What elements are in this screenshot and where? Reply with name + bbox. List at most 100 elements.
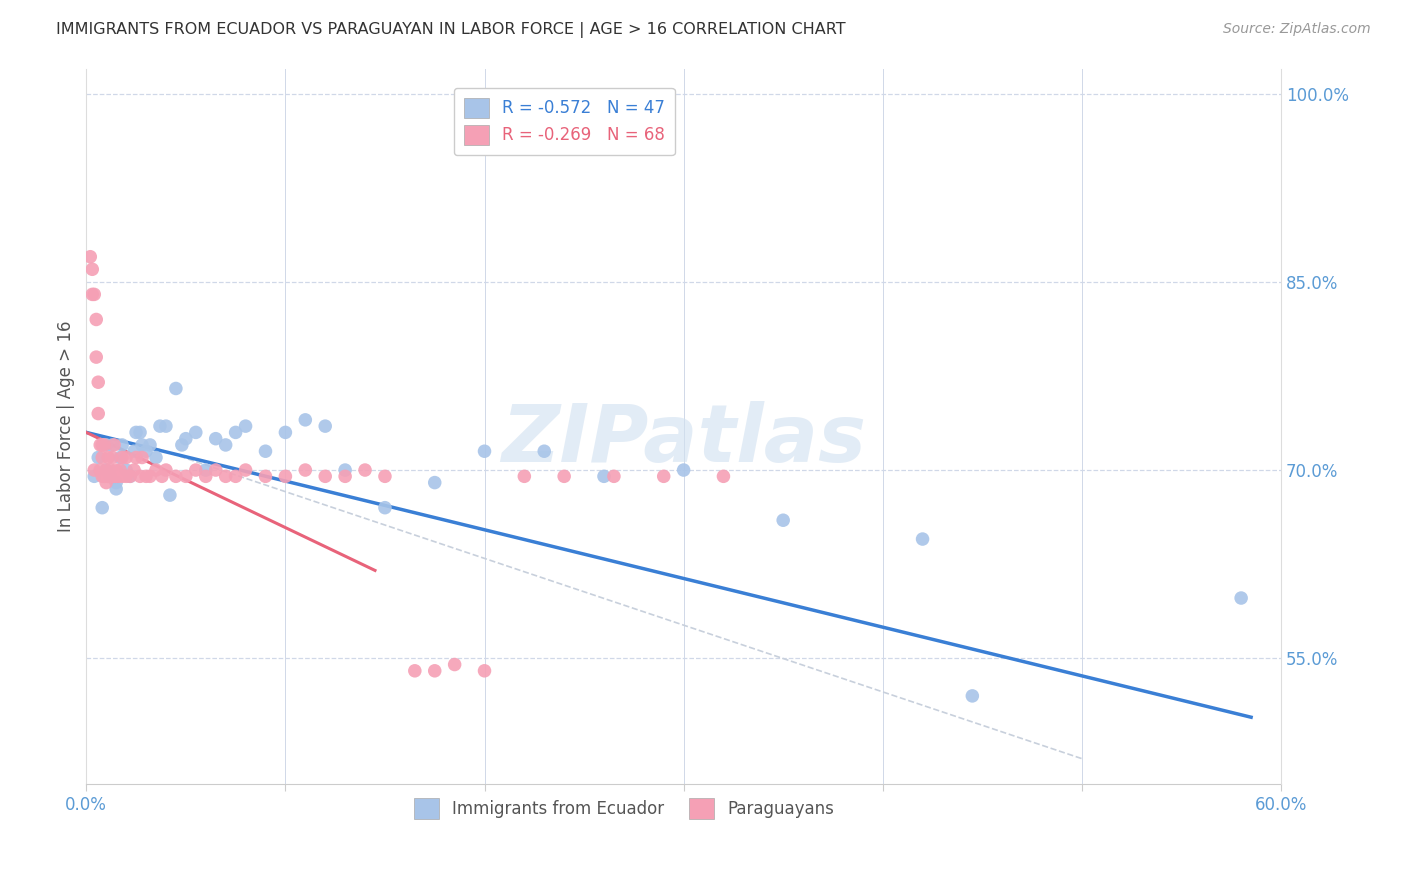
- Point: [91, 438, 114, 452]
- Point: [225, 469, 247, 483]
- Point: [83, 287, 105, 301]
- Point: [274, 469, 297, 483]
- Point: [135, 469, 157, 483]
- Point: [96, 475, 118, 490]
- Legend: Immigrants from Ecuador, Paraguayans: Immigrants from Ecuador, Paraguayans: [406, 792, 841, 825]
- Point: [93, 438, 115, 452]
- Point: [82, 287, 104, 301]
- Point: [98, 469, 121, 483]
- Point: [111, 438, 134, 452]
- Point: [159, 488, 181, 502]
- Point: [911, 532, 934, 546]
- Point: [145, 463, 167, 477]
- Point: [79, 250, 101, 264]
- Point: [108, 450, 131, 465]
- Point: [1230, 591, 1253, 605]
- Point: [82, 262, 104, 277]
- Y-axis label: In Labor Force | Age > 16: In Labor Force | Age > 16: [58, 320, 75, 532]
- Point: [294, 413, 316, 427]
- Point: [84, 312, 107, 326]
- Point: [474, 444, 496, 458]
- Point: [105, 475, 128, 490]
- Point: [443, 657, 465, 672]
- Text: ZIPatlas: ZIPatlas: [501, 401, 866, 479]
- Point: [135, 444, 157, 458]
- Point: [184, 425, 207, 440]
- Point: [120, 469, 142, 483]
- Point: [87, 450, 110, 465]
- Point: [194, 469, 217, 483]
- Point: [111, 450, 134, 465]
- Point: [215, 438, 238, 452]
- Point: [254, 444, 277, 458]
- Point: [93, 469, 115, 483]
- Point: [89, 463, 111, 477]
- Point: [254, 469, 277, 483]
- Point: [314, 469, 336, 483]
- Point: [89, 438, 111, 452]
- Point: [108, 463, 131, 477]
- Point: [105, 482, 128, 496]
- Point: [103, 469, 125, 483]
- Point: [129, 469, 152, 483]
- Point: [314, 419, 336, 434]
- Point: [204, 463, 226, 477]
- Point: [129, 425, 152, 440]
- Point: [374, 500, 396, 515]
- Point: [274, 425, 297, 440]
- Point: [122, 444, 145, 458]
- Point: [115, 463, 138, 477]
- Point: [139, 438, 162, 452]
- Point: [593, 469, 616, 483]
- Point: [170, 438, 193, 452]
- Point: [235, 463, 257, 477]
- Point: [333, 463, 356, 477]
- Point: [91, 500, 114, 515]
- Point: [155, 419, 177, 434]
- Point: [115, 450, 138, 465]
- Point: [513, 469, 536, 483]
- Point: [87, 407, 110, 421]
- Point: [91, 450, 114, 465]
- Point: [772, 513, 794, 527]
- Point: [98, 463, 121, 477]
- Point: [962, 689, 984, 703]
- Point: [145, 450, 167, 465]
- Point: [103, 438, 125, 452]
- Point: [98, 469, 121, 483]
- Point: [194, 463, 217, 477]
- Point: [155, 463, 177, 477]
- Point: [374, 469, 396, 483]
- Point: [83, 469, 105, 483]
- Point: [174, 469, 197, 483]
- Point: [149, 419, 172, 434]
- Text: Source: ZipAtlas.com: Source: ZipAtlas.com: [1223, 22, 1371, 37]
- Point: [235, 419, 257, 434]
- Point: [131, 438, 153, 452]
- Point: [174, 432, 197, 446]
- Point: [423, 475, 446, 490]
- Point: [120, 469, 142, 483]
- Point: [105, 469, 128, 483]
- Point: [96, 463, 118, 477]
- Point: [97, 450, 120, 465]
- Point: [603, 469, 626, 483]
- Text: IMMIGRANTS FROM ECUADOR VS PARAGUAYAN IN LABOR FORCE | AGE > 16 CORRELATION CHAR: IMMIGRANTS FROM ECUADOR VS PARAGUAYAN IN…: [56, 22, 846, 38]
- Point: [131, 450, 153, 465]
- Point: [111, 469, 134, 483]
- Point: [83, 463, 105, 477]
- Point: [97, 469, 120, 483]
- Point: [139, 469, 162, 483]
- Point: [125, 425, 148, 440]
- Point: [215, 469, 238, 483]
- Point: [165, 469, 187, 483]
- Point: [96, 438, 118, 452]
- Point: [225, 425, 247, 440]
- Point: [404, 664, 426, 678]
- Point: [101, 438, 124, 452]
- Point: [553, 469, 575, 483]
- Point: [122, 463, 145, 477]
- Point: [105, 463, 128, 477]
- Point: [87, 375, 110, 389]
- Point: [204, 432, 226, 446]
